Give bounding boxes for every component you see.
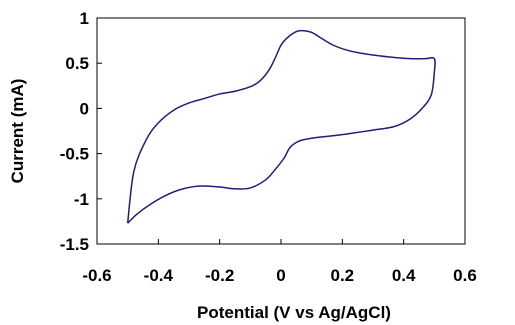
series-line	[126, 29, 436, 224]
x-tick-label: -0.6	[82, 266, 111, 285]
x-tick-label: 0.2	[331, 266, 355, 285]
y-tick-label: -1	[74, 190, 89, 209]
x-axis: -0.6 -0.4 -0.2 0 0.2 0.4 0.6	[82, 239, 477, 285]
x-tick-label: 0	[276, 266, 285, 285]
y-tick-label: 1	[80, 9, 89, 28]
y-axis: 1 0.5 0 -0.5 -1 -1.5	[60, 9, 102, 254]
x-tick-label: -0.4	[144, 266, 174, 285]
x-axis-title: Potential (V vs Ag/AgCl)	[197, 303, 391, 322]
y-tick-label: -1.5	[60, 235, 89, 254]
y-tick-label: 0	[80, 99, 89, 118]
x-tick-label: 0.6	[453, 266, 477, 285]
y-tick-label: -0.5	[60, 145, 89, 164]
x-tick-label: 0.4	[392, 266, 416, 285]
x-tick-label: -0.2	[205, 266, 234, 285]
y-tick-label: 0.5	[65, 54, 89, 73]
y-axis-title: Current (mA)	[8, 79, 27, 184]
